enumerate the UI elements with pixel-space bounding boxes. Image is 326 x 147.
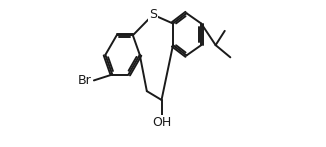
Text: S: S (149, 8, 157, 21)
Text: OH: OH (152, 116, 171, 129)
Text: Br: Br (78, 74, 92, 87)
